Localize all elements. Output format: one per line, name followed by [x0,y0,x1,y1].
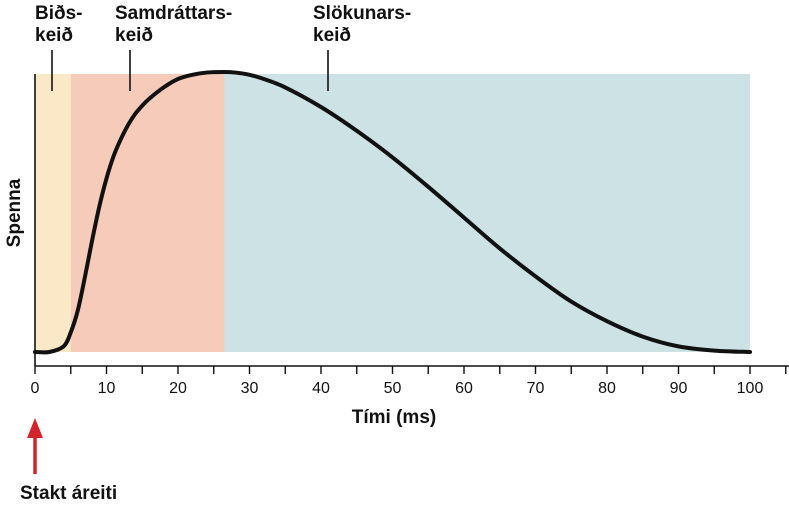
x-tick-label: 100 [737,380,764,397]
x-tick-label: 90 [670,380,688,397]
phase-label: keið [35,25,73,46]
x-tick-label: 0 [31,380,40,397]
phase-label: keið [115,25,153,46]
phase-label: Samdráttars- [115,3,232,24]
x-tick-label: 20 [169,380,187,397]
phase-band [224,74,751,352]
x-tick-label: 70 [527,380,545,397]
stimulus-arrow-head [27,418,43,438]
phase-label: Slökunars- [313,3,411,24]
x-tick-label: 50 [384,380,402,397]
x-tick-label: 10 [98,380,116,397]
phase-label: Biðs- [35,3,83,24]
phase-label: keið [313,25,351,46]
x-axis-title: Tími (ms) [352,407,436,428]
x-tick-label: 60 [455,380,473,397]
x-tick-label: 30 [241,380,259,397]
phase-band [35,74,71,352]
phase-band [70,74,225,352]
stimulus-label: Stakt áreiti [20,483,117,504]
y-axis-title: Spenna [4,178,25,247]
x-tick-label: 40 [312,380,330,397]
x-tick-label: 80 [598,380,616,397]
tension-curve [33,70,752,355]
